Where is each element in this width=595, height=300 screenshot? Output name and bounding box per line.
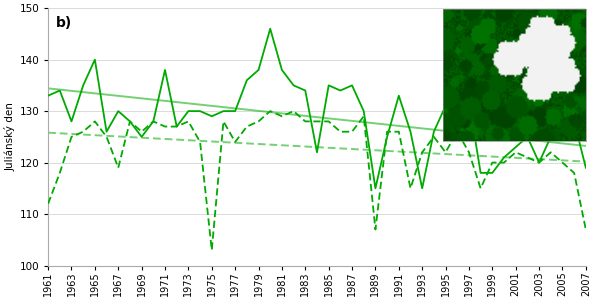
Text: b): b) [56, 16, 73, 30]
Y-axis label: Juliánský den: Juliánský den [4, 102, 15, 171]
